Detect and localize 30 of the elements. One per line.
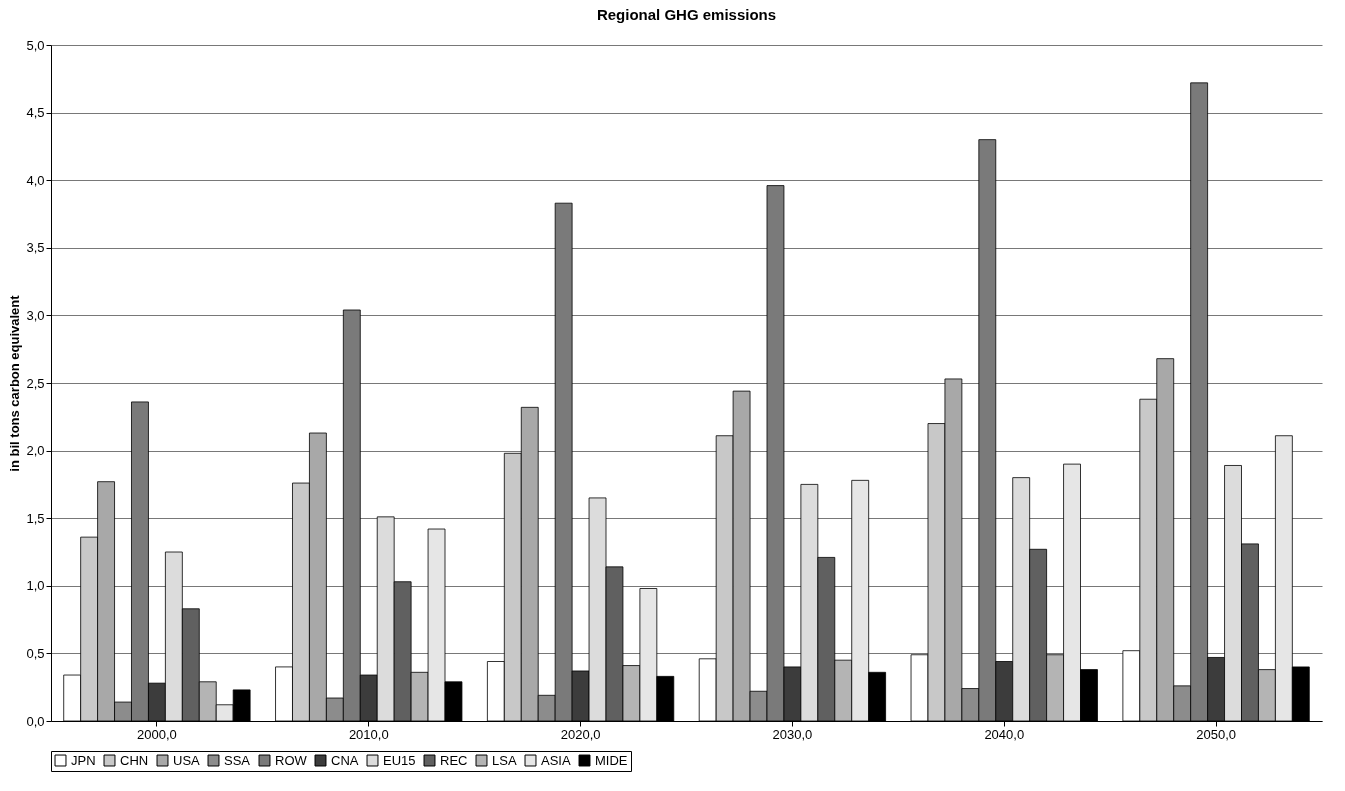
chart-title: Regional GHG emissions bbox=[596, 6, 777, 23]
x-tick-label: 2020,0 bbox=[560, 726, 601, 742]
y-tick-label: 4,5 bbox=[26, 105, 45, 121]
legend-label: EU15 bbox=[383, 752, 416, 768]
legend-label: MIDE bbox=[595, 752, 628, 768]
x-tick-label: 2040,0 bbox=[984, 726, 1025, 742]
y-tick-label: 0,0 bbox=[26, 713, 45, 729]
legend-label: USA bbox=[173, 752, 201, 768]
legend-label: ASIA bbox=[541, 752, 571, 768]
y-tick-label: 4,0 bbox=[26, 172, 45, 188]
x-tick-label: 2050,0 bbox=[1196, 726, 1236, 742]
legend-label: REC bbox=[440, 752, 468, 768]
y-tick-label: 0,5 bbox=[26, 645, 45, 661]
y-tick-label: 1,0 bbox=[26, 578, 45, 594]
legend-label: JPN bbox=[71, 752, 96, 768]
legend-label: SSA bbox=[224, 752, 251, 768]
y-tick-label: 2,5 bbox=[26, 375, 45, 391]
x-tick-label: 2030,0 bbox=[772, 726, 813, 742]
x-tick-label: 2010,0 bbox=[348, 726, 389, 742]
legend-label: CNA bbox=[331, 752, 359, 768]
legend-label: CHN bbox=[120, 752, 149, 768]
y-tick-label: 1,5 bbox=[26, 510, 45, 526]
legend-label: LSA bbox=[492, 752, 517, 768]
legend-label: ROW bbox=[275, 752, 308, 768]
y-axis-title: in bil tons carbon equivalent bbox=[7, 294, 23, 472]
y-tick-label: 3,0 bbox=[26, 307, 45, 323]
y-tick-label: 2,0 bbox=[26, 443, 45, 459]
y-tick-label: 3,5 bbox=[26, 240, 45, 256]
x-tick-label: 2000,0 bbox=[137, 726, 177, 742]
y-tick-label: 5,0 bbox=[26, 37, 45, 53]
